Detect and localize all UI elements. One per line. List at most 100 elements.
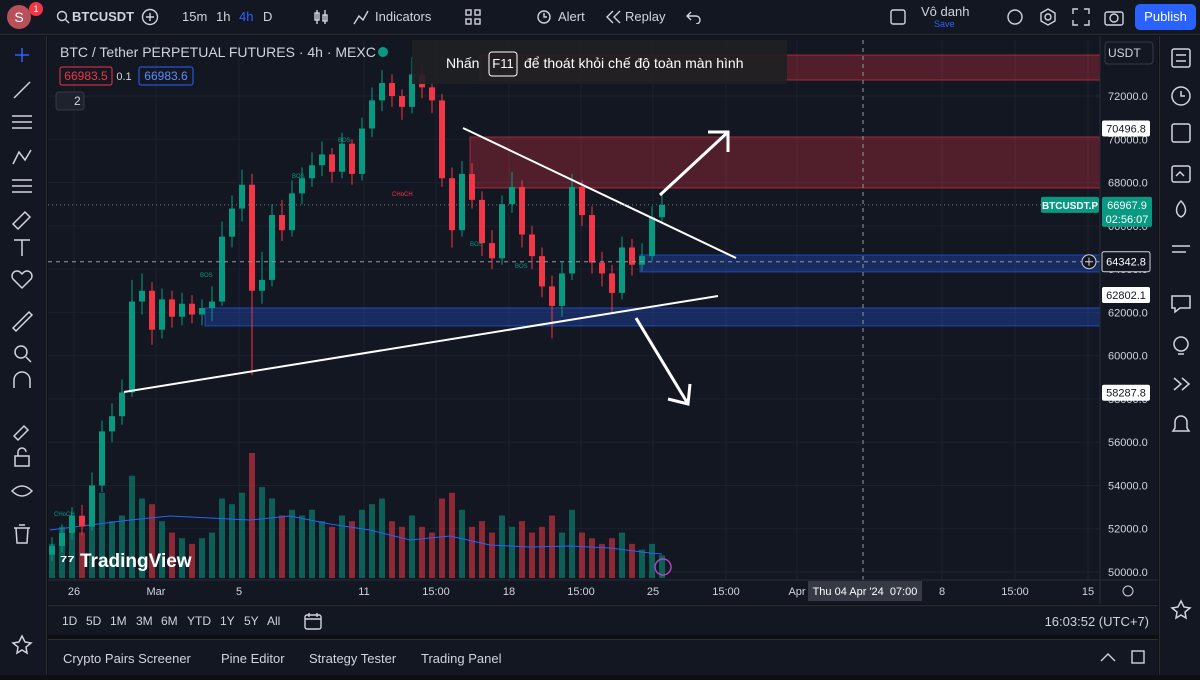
templates[interactable] [465, 9, 481, 25]
indicators-icon[interactable] [353, 9, 369, 25]
candle-body [149, 290, 155, 330]
panel-tab[interactable]: Trading Panel [421, 651, 502, 666]
x-tick-label: 18 [503, 586, 515, 598]
candle-body [119, 392, 125, 417]
candle-body [449, 178, 455, 231]
range-button[interactable]: 1Y [220, 614, 235, 628]
search-icon[interactable] [56, 10, 70, 24]
volume-bar [139, 498, 145, 578]
range-button[interactable]: 1D [62, 614, 78, 628]
maximize[interactable] [1131, 650, 1145, 664]
range-button[interactable]: 5D [86, 614, 102, 628]
candle-body [409, 74, 415, 107]
symbol[interactable]: BTCUSDT [72, 9, 135, 24]
candle-body [479, 199, 485, 244]
save[interactable]: Save [934, 19, 955, 29]
volume-bar [649, 543, 655, 578]
volume-bar [499, 515, 505, 578]
range-button[interactable]: 6M [161, 614, 178, 628]
panel-tab[interactable]: Crypto Pairs Screener [63, 651, 191, 666]
quick-search[interactable] [1006, 8, 1024, 26]
x-tick-label: 8 [939, 586, 945, 598]
settings-icon[interactable] [1122, 585, 1134, 597]
volume-bar [559, 532, 565, 578]
fullscreen[interactable] [1072, 8, 1090, 26]
symbol-tag-text: BTCUSDT.P [1042, 201, 1098, 212]
volume-bar [279, 515, 285, 578]
indicator-icon[interactable] [654, 558, 672, 576]
undo[interactable] [686, 10, 702, 24]
toolbar-icons[interactable] [0, 36, 47, 675]
x-tick-label: 5 [236, 586, 242, 598]
currency-button[interactable] [1104, 41, 1154, 65]
candle-body [329, 154, 335, 172]
snapshot[interactable] [1104, 8, 1124, 26]
candle-body [619, 247, 625, 293]
interval[interactable]: 15m [182, 9, 208, 24]
widget-icons[interactable] [1160, 36, 1200, 675]
buy-box[interactable] [138, 66, 194, 86]
indicators[interactable]: Indicators [375, 9, 432, 24]
replay[interactable]: Replay [625, 9, 666, 24]
interval-active[interactable]: 4h [239, 9, 254, 24]
zone [204, 307, 1101, 327]
currency[interactable]: USDT [1108, 46, 1141, 60]
candle-body [339, 143, 345, 172]
volume-bar [369, 504, 375, 578]
layout-icon[interactable] [890, 9, 906, 25]
range-button[interactable]: YTD [187, 614, 211, 628]
sell-box[interactable] [59, 66, 113, 86]
add-symbol[interactable] [141, 8, 159, 26]
settings[interactable] [1039, 8, 1057, 26]
replay-icon[interactable] [605, 10, 621, 24]
chart-type[interactable] [313, 8, 329, 26]
candle-body [509, 186, 515, 205]
price-label: 70496.8 [1106, 124, 1146, 136]
user-name[interactable]: Vô danh [921, 4, 970, 19]
candle-body [429, 87, 435, 101]
range-button[interactable]: 1M [110, 614, 127, 628]
candle-body [609, 273, 615, 293]
volume-bar [69, 515, 75, 578]
range-button[interactable]: All [267, 614, 281, 628]
candle-body [49, 546, 55, 555]
notice-prefix: Nhấn [446, 55, 479, 71]
panel-tab[interactable]: Pine Editor [221, 651, 285, 666]
candle-body [499, 204, 505, 259]
indicator-count[interactable]: 2 [74, 94, 81, 108]
range-button[interactable]: 5Y [244, 614, 259, 628]
volume-bar [539, 526, 545, 578]
candle-body [559, 273, 565, 306]
zone [469, 136, 1101, 189]
alert[interactable]: Alert [558, 9, 585, 24]
y-tick-label: 52000.0 [1108, 524, 1148, 536]
candle-body [229, 208, 235, 237]
collapse[interactable] [1100, 652, 1116, 662]
publish-button[interactable]: Publish [1135, 4, 1196, 30]
add-alert-plus [1085, 257, 1093, 266]
sell-price[interactable]: 66983.5 [64, 69, 108, 83]
indicator-toggle[interactable] [55, 91, 85, 111]
interval[interactable]: D [263, 9, 273, 24]
candle-body [209, 301, 215, 309]
interval[interactable]: 1h [216, 9, 231, 24]
buy-price[interactable]: 66983.6 [144, 69, 188, 83]
date-range-icon[interactable] [304, 612, 322, 630]
candle-body [349, 143, 355, 174]
notification-badge[interactable]: 1 [29, 2, 43, 16]
alert-icon[interactable] [536, 8, 552, 26]
notice-key: F11 [492, 56, 513, 71]
volume-bar [179, 538, 185, 578]
panel-tab[interactable]: Strategy Tester [309, 651, 397, 666]
volume-bar [659, 555, 665, 578]
watermark-logo: ⁷⁷ [60, 551, 75, 571]
candle-body [269, 215, 275, 280]
candle-body [369, 100, 375, 129]
volume-bar [169, 532, 175, 578]
candle-body [519, 186, 525, 235]
candle-body [279, 215, 285, 231]
range-button[interactable]: 3M [136, 614, 153, 628]
x-tick-label: 11 [358, 586, 369, 598]
volume-bar [439, 498, 445, 578]
avatar[interactable]: S [7, 5, 31, 29]
